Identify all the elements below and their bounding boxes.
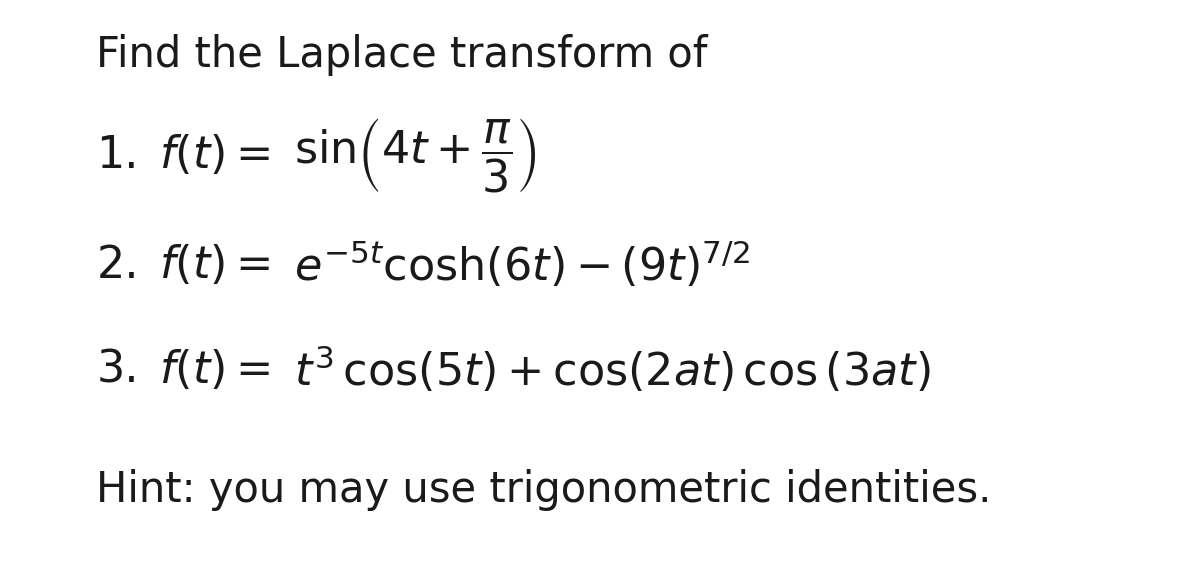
Text: $e^{-5t}\mathrm{cosh}(6t) - (9t)^{7/2}$: $e^{-5t}\mathrm{cosh}(6t) - (9t)^{7/2}$ [294,240,750,290]
Text: 3.: 3. [96,349,139,391]
Text: Find the Laplace transform of: Find the Laplace transform of [96,34,708,76]
Text: $t^3\,\mathrm{cos}(5t) + \mathrm{cos}(2at)\,\mathrm{cos}\,(3at)$: $t^3\,\mathrm{cos}(5t) + \mathrm{cos}(2a… [294,345,931,395]
Text: 2.: 2. [96,244,139,286]
Text: Hint: you may use trigonometric identities.: Hint: you may use trigonometric identiti… [96,469,992,511]
Text: $\sin\!\left(4t + \dfrac{\pi}{3}\right)$: $\sin\!\left(4t + \dfrac{\pi}{3}\right)$ [294,116,536,194]
Text: $f(t) = $: $f(t) = $ [160,243,270,287]
Text: $f(t) = $: $f(t) = $ [160,348,270,392]
Text: $f(t) = $: $f(t) = $ [160,133,270,177]
Text: 1.: 1. [96,133,139,177]
